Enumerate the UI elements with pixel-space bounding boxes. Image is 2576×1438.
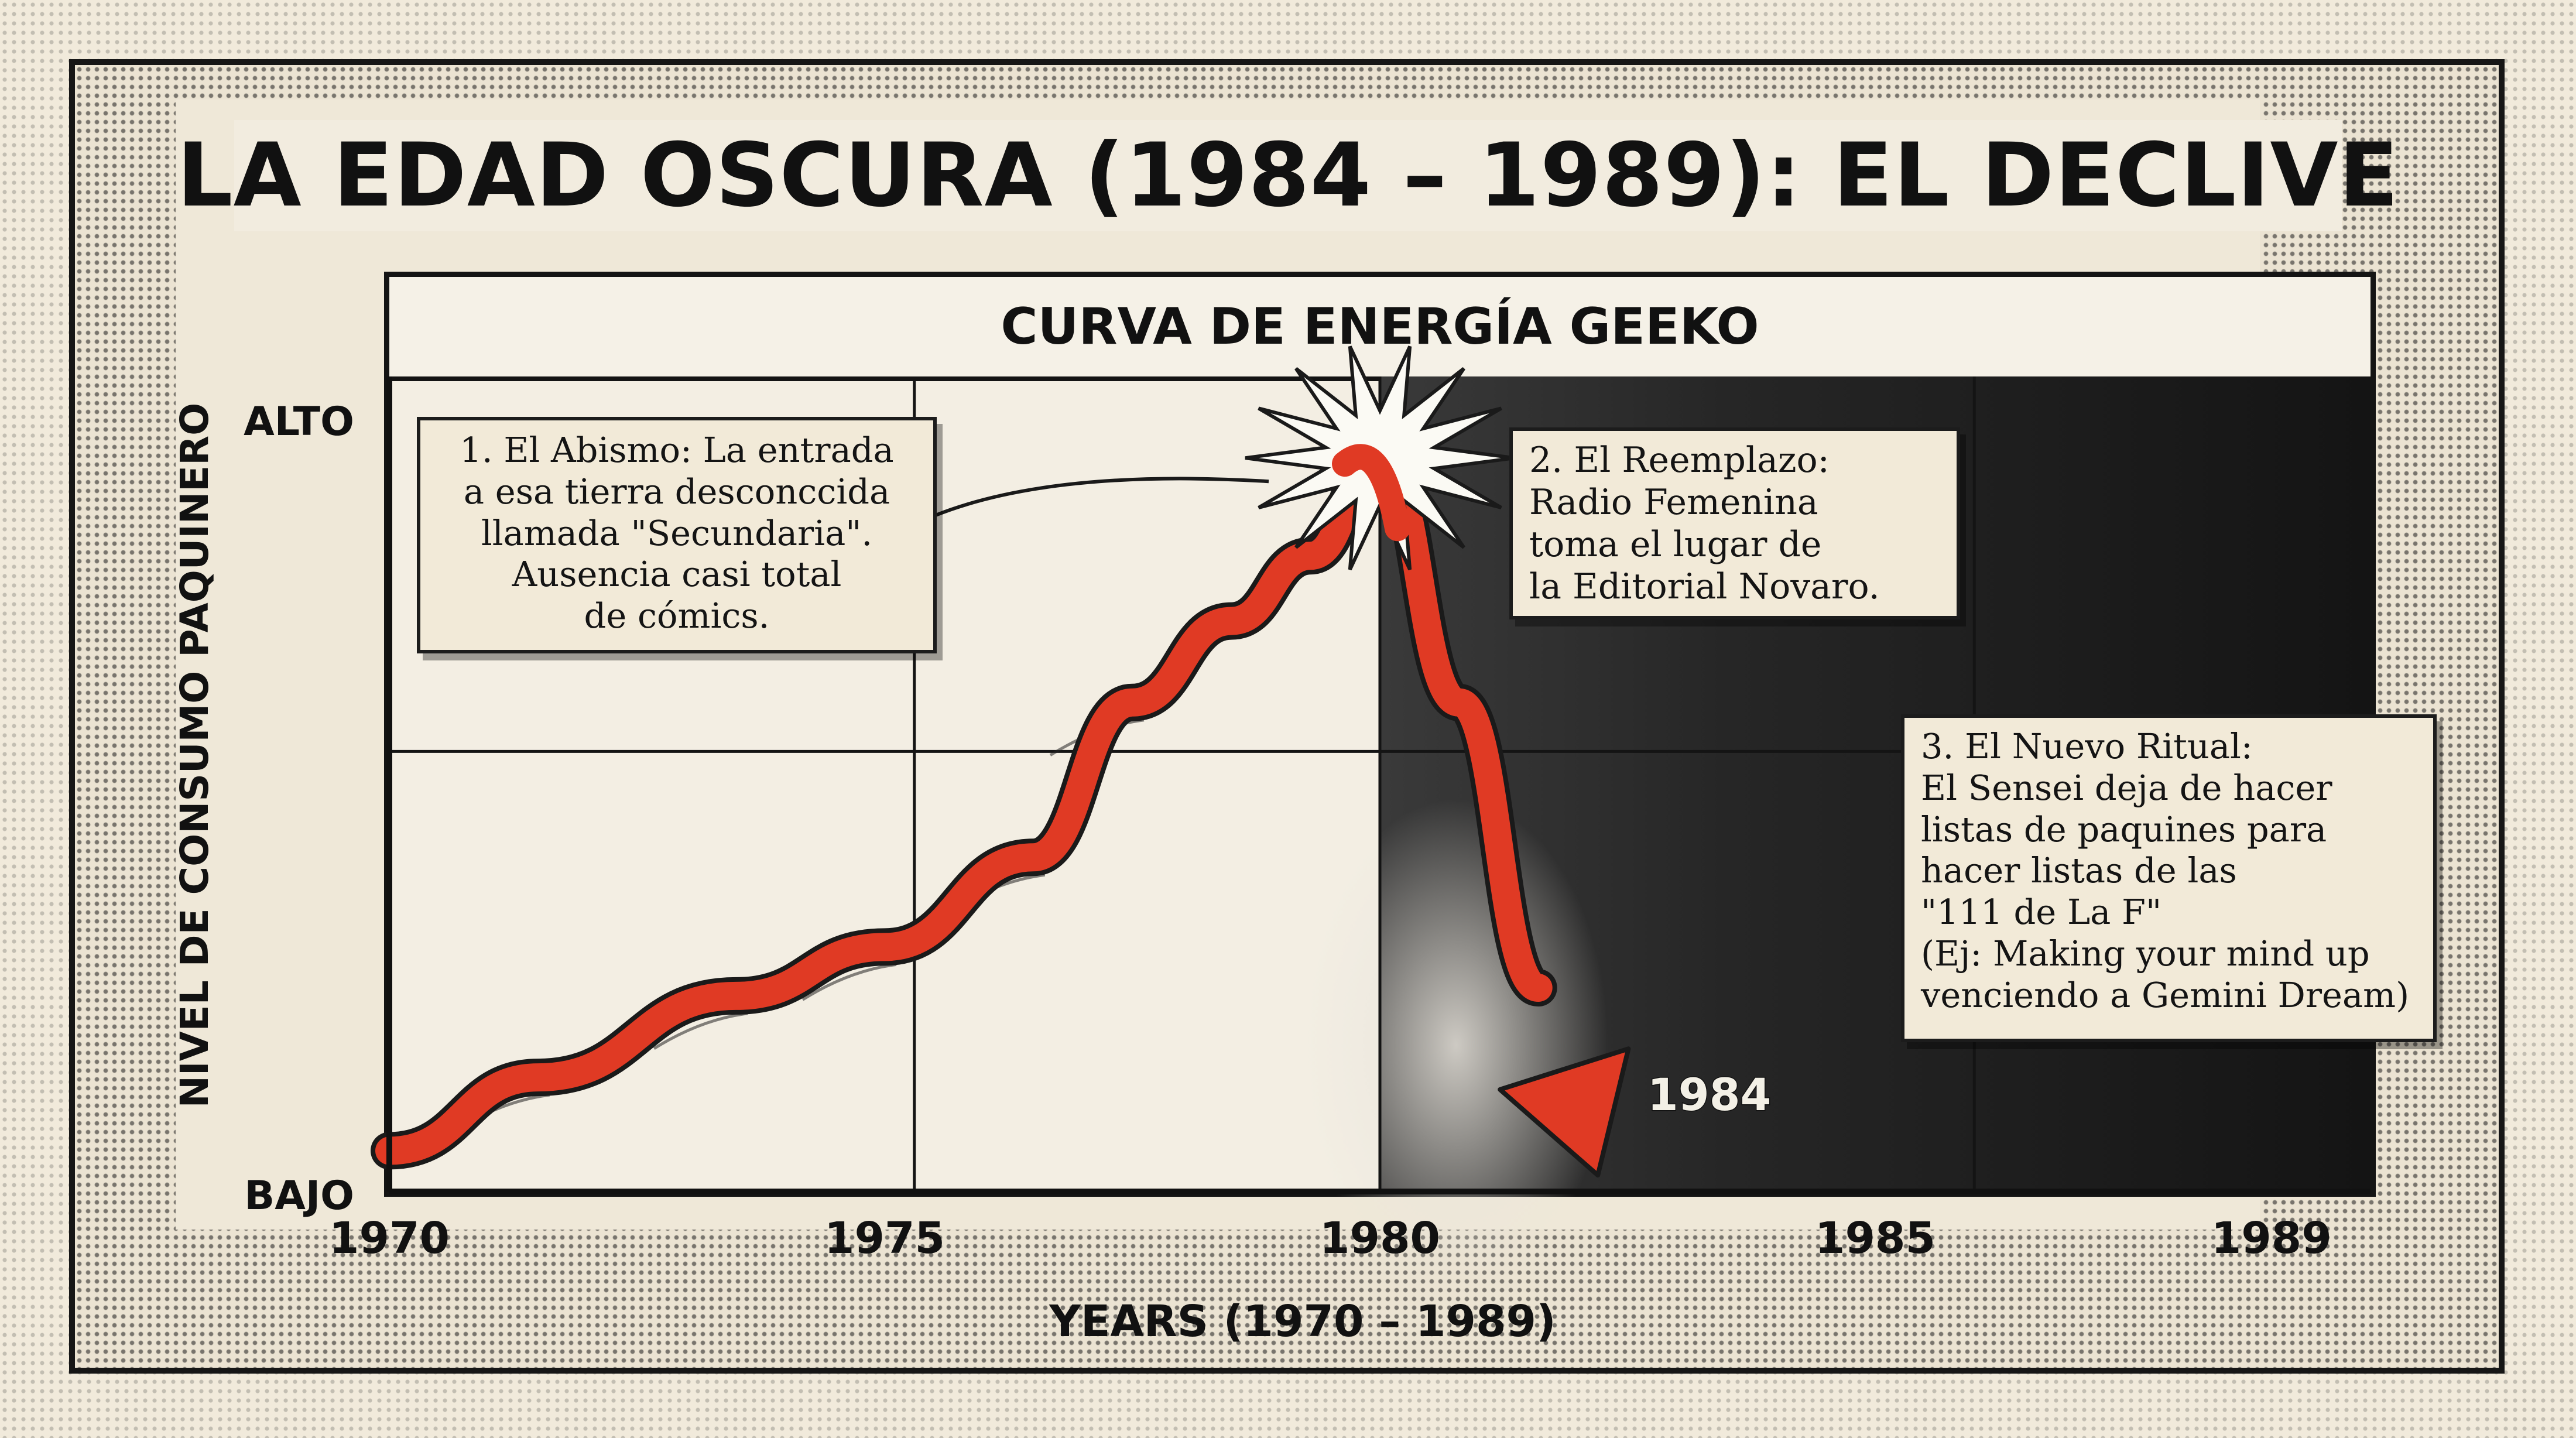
note-1-pointer [934, 477, 1269, 517]
axes-layer: 1970 1975 1980 1985 1989 ALTO BAJO YEARS (1970 … [172, 376, 2371, 1347]
speed-line [653, 1012, 748, 1050]
chart-title: CURVA DE ENERGÍA GEEKO [1001, 297, 1759, 356]
y-axis-title: NIVEL DE CONSUMO PAQUINERO [172, 403, 217, 1108]
note-2-reemplazo: 2. El Reemplazo: Radio Femenina toma el … [1509, 427, 1960, 619]
page-title: LA EDAD OSCURA (1984 – 1989): EL DECLIVE [177, 125, 2399, 227]
note-3-nuevo-ritual: 3. El Nuevo Ritual: El Sensei deja de ha… [1901, 714, 2437, 1042]
curve-arrow-head [1498, 1046, 1631, 1178]
y-tick-label-bajo: BAJO [244, 1173, 354, 1219]
x-tick-label: 1989 [2211, 1213, 2332, 1264]
curve-layer: 1984 [371, 345, 1772, 1178]
x-tick-label: 1970 [329, 1213, 450, 1264]
speed-line [801, 963, 897, 1001]
x-tick-label: 1980 [1320, 1213, 1440, 1264]
title-band: LA EDAD OSCURA (1984 – 1989): EL DECLIVE [177, 120, 2399, 231]
x-tick-label: 1985 [1815, 1213, 1936, 1264]
chart-header: CURVA DE ENERGÍA GEEKO [389, 277, 2371, 381]
annotation-1984: 1984 [1647, 1069, 1772, 1121]
x-axis-title: YEARS (1970 – 1989) [1049, 1296, 1556, 1347]
peak-curve-segment [1332, 444, 1410, 542]
x-tick-label: 1975 [824, 1213, 945, 1264]
note-1-abismo: 1. El Abismo: La entrada a esa tierra de… [417, 417, 937, 653]
y-tick-label-alto: ALTO [244, 399, 354, 445]
curve-line [375, 444, 1553, 1165]
